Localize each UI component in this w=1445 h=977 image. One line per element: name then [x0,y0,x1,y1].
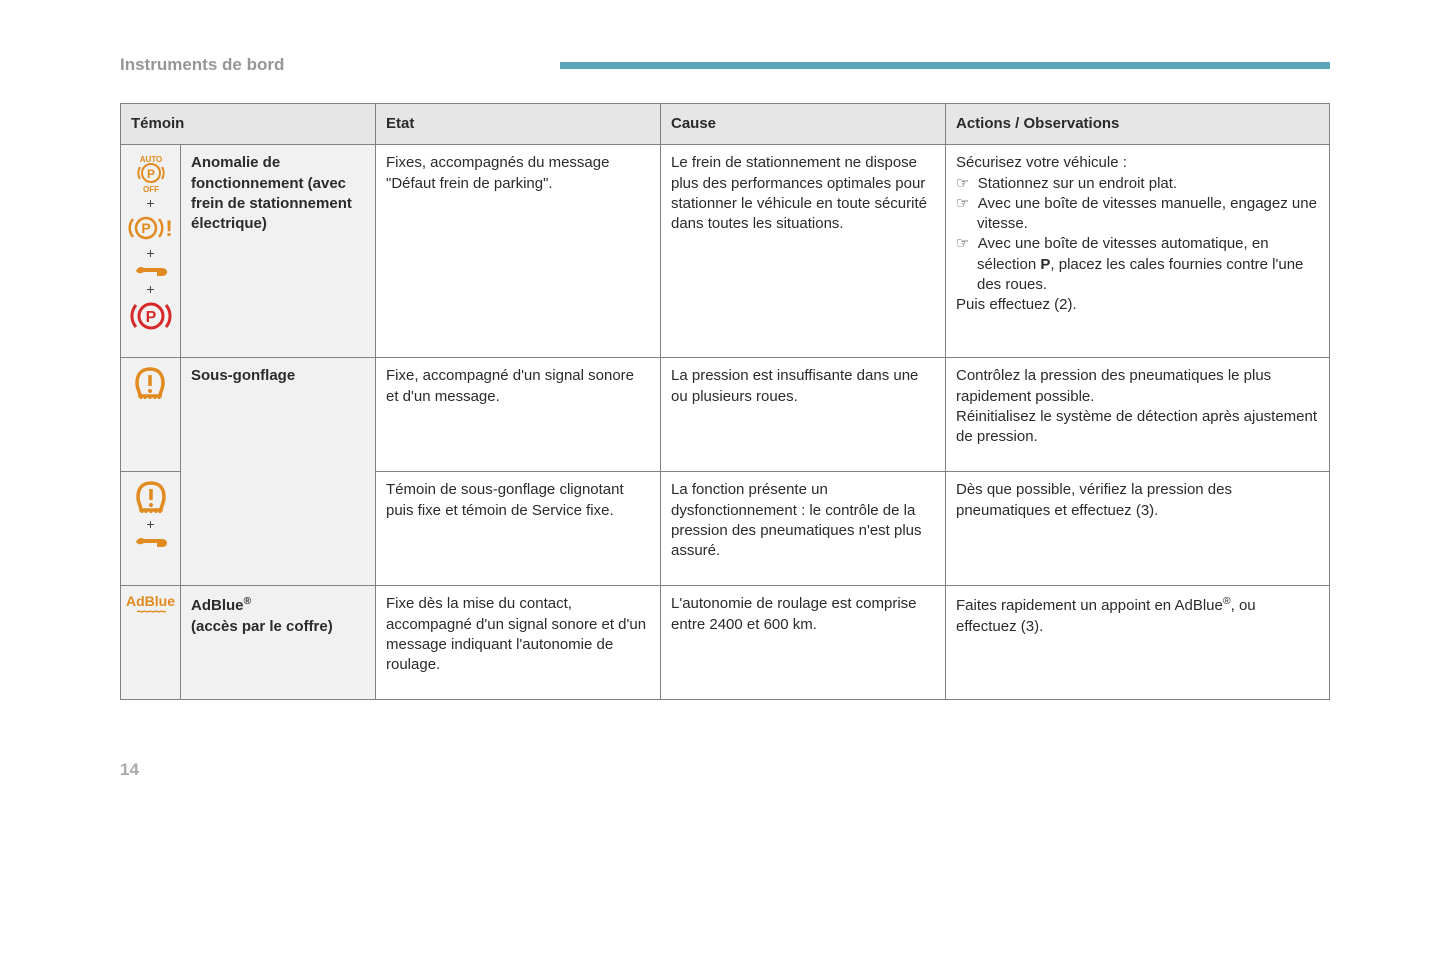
col-temoin: Témoin [121,104,376,145]
tire-pressure-icon [132,480,170,514]
warning-etat: Fixes, accompagnés du message "Défaut fr… [376,145,661,358]
warning-cause: Le frein de stationnement ne dispose plu… [661,145,946,358]
auto-p-off-icon: AUTO P OFF [131,153,171,193]
warning-label: AdBlue® (accès par le coffre) [181,586,376,700]
section-title: Instruments de bord [120,55,560,75]
adblue-wave-icon: ~~~~~ [137,608,165,616]
service-wrench-icon [133,263,169,279]
warning-actions: Contrôlez la pression des pneumatiques l… [946,358,1330,472]
svg-text:P: P [145,309,156,326]
warning-icon-cell: AdBlue ~~~~~ [121,586,181,700]
warning-actions: Dès que possible, vérifiez la pression d… [946,472,1330,586]
parking-brake-fault-icon: P ! [127,213,175,243]
col-actions: Actions / Observations [946,104,1330,145]
warning-etat: Fixe dès la mise du contact, accompagné … [376,586,661,700]
svg-text:P: P [146,167,154,181]
table-row: AUTO P OFF + [121,145,1330,358]
page: Instruments de bord Témoin Etat Cause Ac… [0,0,1445,830]
warning-icon-cell: AUTO P OFF + [121,145,181,358]
warning-etat: Témoin de sous-gonflage clignotant puis … [376,472,661,586]
svg-text:P: P [141,220,150,236]
action-item: Stationnez sur un endroit plat. [956,174,1319,194]
warning-label: Sous-gonflage [181,358,376,586]
plus-icon: + [146,196,154,210]
table-header-row: Témoin Etat Cause Actions / Observations [121,104,1330,145]
col-cause: Cause [661,104,946,145]
page-number: 14 [120,760,1330,780]
service-wrench-icon [133,534,169,550]
table-row: AdBlue ~~~~~ AdBlue® (accès par le coffr… [121,586,1330,700]
warning-etat: Fixe, accompagné d'un signal sonore et d… [376,358,661,472]
tire-pressure-icon [131,366,170,400]
warning-cause: La fonction présente un dysfonctionnemen… [661,472,946,586]
header: Instruments de bord [120,55,1330,75]
section-bar [560,62,1330,69]
action-item: Avec une boîte de vitesses manuelle, eng… [956,194,1319,235]
table-row: Sous-gonflage Fixe, accompagné d'un sign… [121,358,1330,472]
warning-icon-cell [121,358,181,472]
plus-icon: + [146,282,154,296]
warning-cause: L'autonomie de roulage est comprise entr… [661,586,946,700]
col-etat: Etat [376,104,661,145]
warnings-table: Témoin Etat Cause Actions / Observations… [120,103,1330,700]
action-item: Avec une boîte de vitesses automatique, … [956,234,1319,295]
warning-icon-cell: + [121,472,181,586]
svg-text:OFF: OFF [143,185,159,193]
warning-label: Anomalie de fonctionnement (avec frein d… [181,145,376,358]
svg-text:AUTO: AUTO [139,155,162,164]
parking-brake-icon: P [129,299,173,333]
plus-icon: + [146,246,154,260]
warning-actions: Sécurisez votre véhicule : Stationnez su… [946,145,1330,358]
actions-list: Stationnez sur un endroit plat. Avec une… [956,174,1319,296]
actions-outro: Puis effectuez (2). [956,295,1319,315]
plus-icon: + [146,517,154,531]
actions-intro: Sécurisez votre véhicule : [956,153,1319,173]
warning-actions: Faites rapidement un appoint en AdBlue®,… [946,586,1330,700]
svg-text:!: ! [165,216,172,241]
warning-cause: La pression est insuffisante dans une ou… [661,358,946,472]
